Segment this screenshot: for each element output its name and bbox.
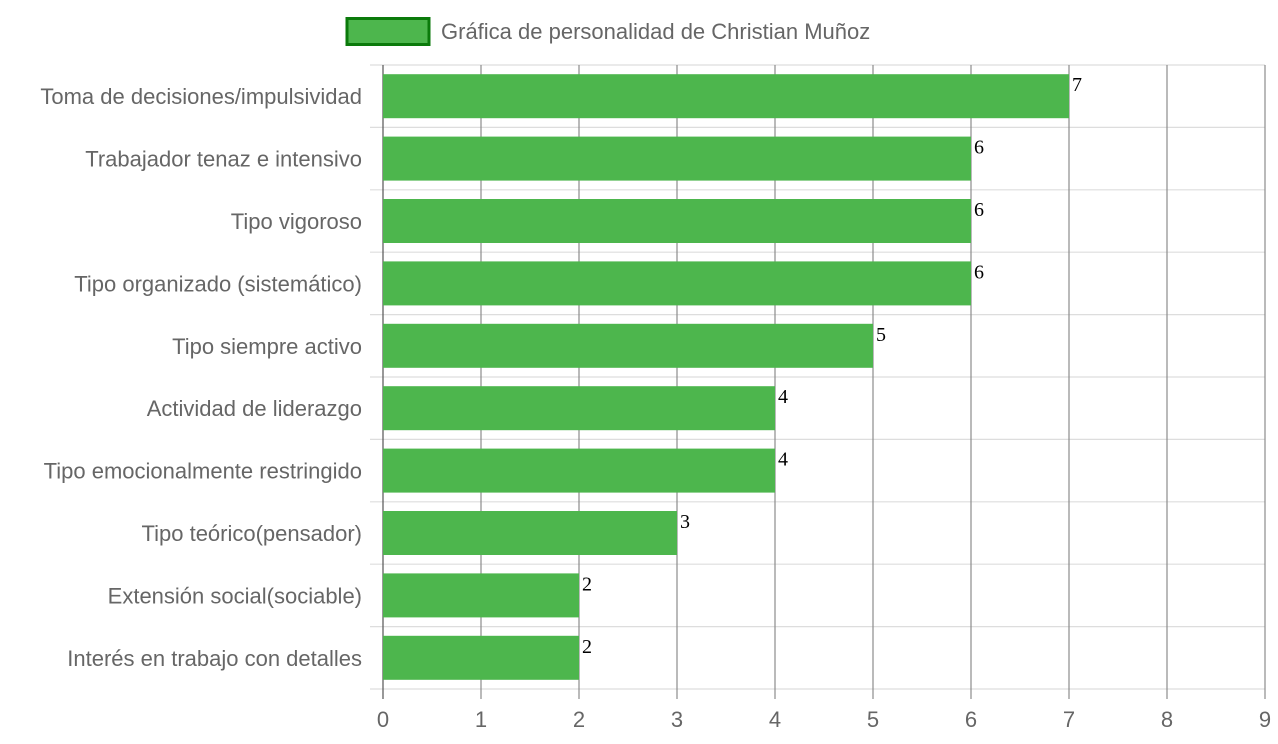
bar-value-label: 4	[778, 449, 788, 471]
bar-value-labels: 7 6 6 6 5 4 4 3 2 2	[582, 74, 1082, 658]
bar[interactable]	[383, 573, 579, 618]
category-label: Interés en trabajo con detalles	[67, 646, 362, 671]
x-tick-label: 0	[377, 707, 389, 732]
x-tick-label: 8	[1161, 707, 1173, 732]
x-tick-label: 6	[965, 707, 977, 732]
bar-value-label: 2	[582, 636, 592, 658]
x-tick-label: 9	[1259, 707, 1271, 732]
category-label: Tipo emocionalmente restringido	[44, 459, 362, 484]
bar-value-label: 6	[974, 261, 984, 283]
bar-value-label: 4	[778, 386, 788, 408]
category-label: Tipo teórico(pensador)	[141, 521, 362, 546]
bar[interactable]	[383, 386, 775, 431]
x-tick-label: 4	[769, 707, 781, 732]
category-label: Extensión social(sociable)	[108, 583, 362, 608]
x-tick-label: 7	[1063, 707, 1075, 732]
chart-legend[interactable]: Gráfica de personalidad de Christian Muñ…	[345, 17, 870, 46]
x-tick-label: 5	[867, 707, 879, 732]
category-label: Tipo organizado (sistemático)	[74, 271, 362, 296]
bar-value-label: 5	[876, 324, 886, 346]
bar-value-label: 3	[680, 511, 690, 533]
x-tick-label: 3	[671, 707, 683, 732]
category-label: Tipo vigoroso	[231, 209, 362, 234]
bar[interactable]	[383, 323, 873, 368]
bar-value-label: 6	[974, 137, 984, 159]
bar[interactable]	[383, 136, 971, 181]
bar-value-label: 6	[974, 199, 984, 221]
category-label: Trabajador tenaz e intensivo	[85, 147, 362, 172]
chart-bars	[383, 74, 1069, 680]
bar[interactable]	[383, 199, 971, 243]
legend-swatch[interactable]	[345, 17, 431, 46]
value-axis-tick-labels: 0 1 2 3 4 5 6 7 8 9	[377, 707, 1271, 732]
bar[interactable]	[383, 635, 579, 680]
category-label: Tipo siempre activo	[172, 334, 362, 359]
x-tick-label: 1	[475, 707, 487, 732]
category-label: Toma de decisiones/impulsividad	[40, 84, 362, 109]
bar-value-label: 2	[582, 573, 592, 595]
legend-label[interactable]: Gráfica de personalidad de Christian Muñ…	[441, 19, 870, 44]
x-tick-label: 2	[573, 707, 585, 732]
bar[interactable]	[383, 511, 677, 555]
bar[interactable]	[383, 261, 971, 306]
category-axis-labels: Toma de decisiones/impulsividad Trabajado…	[40, 84, 362, 671]
bar[interactable]	[383, 74, 1069, 119]
bar[interactable]	[383, 448, 775, 493]
category-label: Actividad de liderazgo	[147, 396, 362, 421]
bar-value-label: 7	[1072, 74, 1082, 96]
